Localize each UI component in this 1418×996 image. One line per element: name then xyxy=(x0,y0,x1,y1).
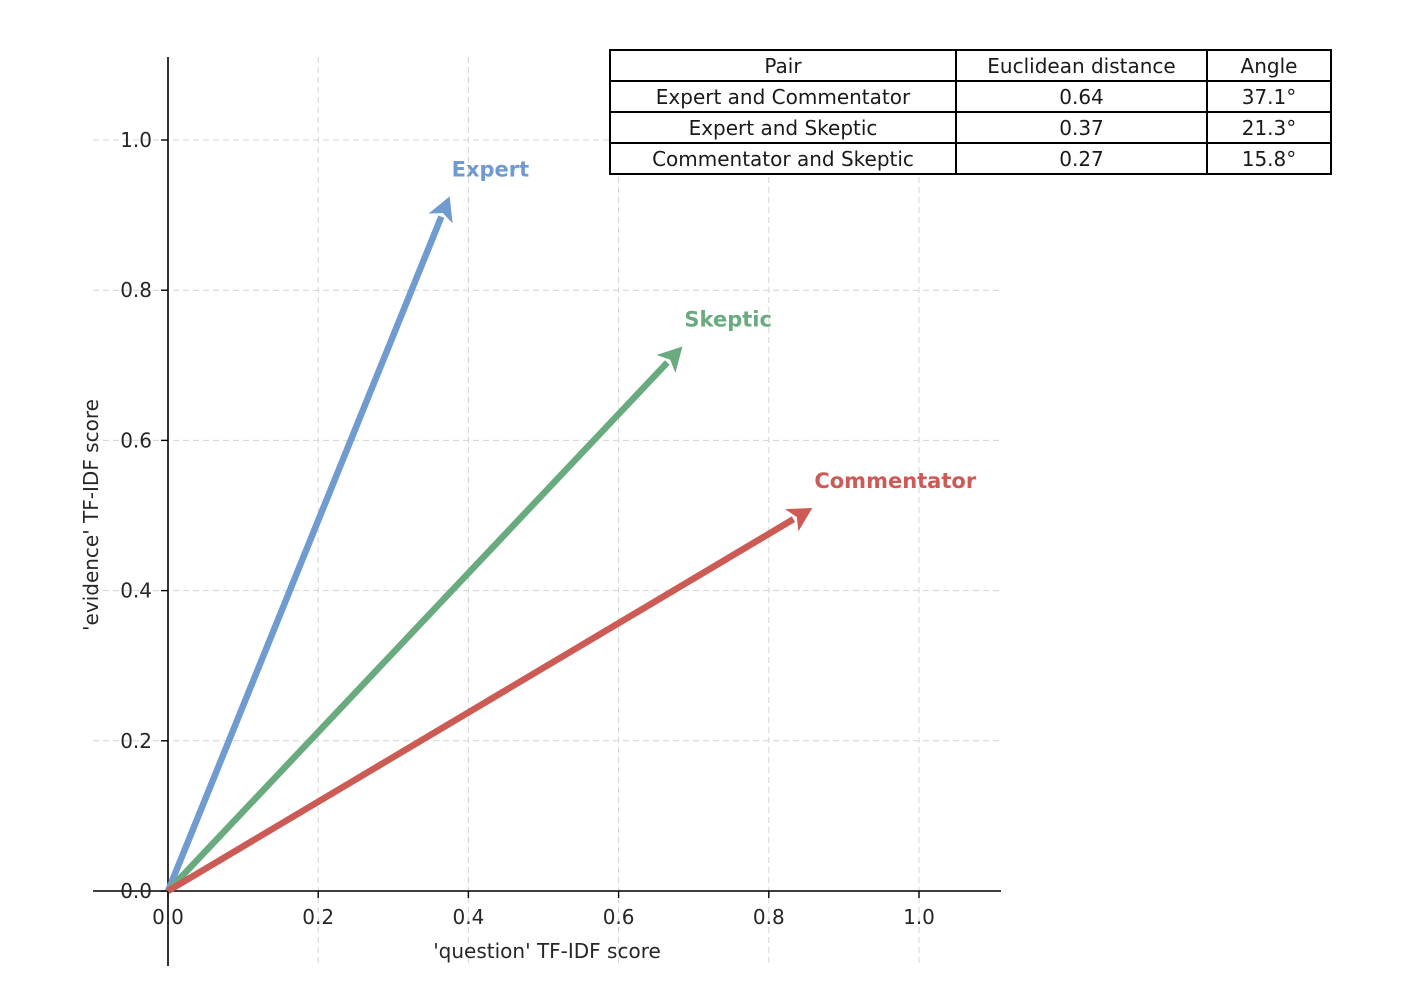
y-tick-label: 1.0 xyxy=(120,128,152,152)
x-tick-label: 0.2 xyxy=(302,905,334,929)
vector-shaft-expert xyxy=(164,215,445,893)
vector-shaft-commentator xyxy=(166,516,796,894)
axis-ticks: 0.0 0.2 0.4 0.6 0.8 1.0 0.0 0.2 0.4 0.6 0.8 1.0 xyxy=(120,128,935,929)
vector-label-commentator: Commentator xyxy=(814,469,976,493)
table-header-row: Pair Euclidean distance Angle xyxy=(609,49,1332,82)
y-tick-label: 0.8 xyxy=(120,278,152,302)
table-cell-pair: Expert and Skeptic xyxy=(609,111,957,144)
table-cell-angle: 37.1° xyxy=(1206,80,1332,113)
vector-shaft-skeptic xyxy=(165,360,670,894)
vector-label-skeptic: Skeptic xyxy=(684,308,772,332)
table-cell-pair: Expert and Commentator xyxy=(609,80,957,113)
vector-head-commentator xyxy=(785,507,813,532)
table-cell-angle: 15.8° xyxy=(1206,142,1332,175)
table-row: Expert and Commentator 0.64 37.1° xyxy=(609,80,1332,113)
table-row: Expert and Skeptic 0.37 21.3° xyxy=(609,111,1332,144)
y-tick-label: 0.0 xyxy=(120,879,152,903)
distance-table: Pair Euclidean distance Angle Expert and… xyxy=(609,49,1332,175)
vector-head-skeptic xyxy=(656,346,683,373)
y-tick-label: 0.6 xyxy=(120,428,152,452)
x-tick-label: 0.8 xyxy=(753,905,785,929)
vector-head-expert xyxy=(428,196,453,224)
table-cell-pair: Commentator and Skeptic xyxy=(609,142,957,175)
x-tick-label: 0.0 xyxy=(152,905,184,929)
x-tick-label: 1.0 xyxy=(903,905,935,929)
vector-labels: Expert Skeptic Commentator xyxy=(452,157,977,493)
table-cell-angle: 21.3° xyxy=(1206,111,1332,144)
x-axis-label: 'question' TF-IDF score xyxy=(433,939,661,963)
grid xyxy=(93,57,1001,966)
table-header-distance: Euclidean distance xyxy=(955,49,1208,82)
x-tick-label: 0.4 xyxy=(452,905,484,929)
table-cell-distance: 0.37 xyxy=(955,111,1208,144)
table-cell-distance: 0.64 xyxy=(955,80,1208,113)
y-tick-label: 0.4 xyxy=(120,579,152,603)
axes-spines xyxy=(93,57,1001,966)
x-tick-label: 0.6 xyxy=(603,905,635,929)
table-row: Commentator and Skeptic 0.27 15.8° xyxy=(609,142,1332,175)
table-header-pair: Pair xyxy=(609,49,957,82)
vectors xyxy=(164,196,813,894)
y-axis-label: 'evidence' TF-IDF score xyxy=(79,399,103,631)
y-tick-label: 0.2 xyxy=(120,729,152,753)
table-header-angle: Angle xyxy=(1206,49,1332,82)
table-cell-distance: 0.27 xyxy=(955,142,1208,175)
vector-label-expert: Expert xyxy=(452,157,530,181)
